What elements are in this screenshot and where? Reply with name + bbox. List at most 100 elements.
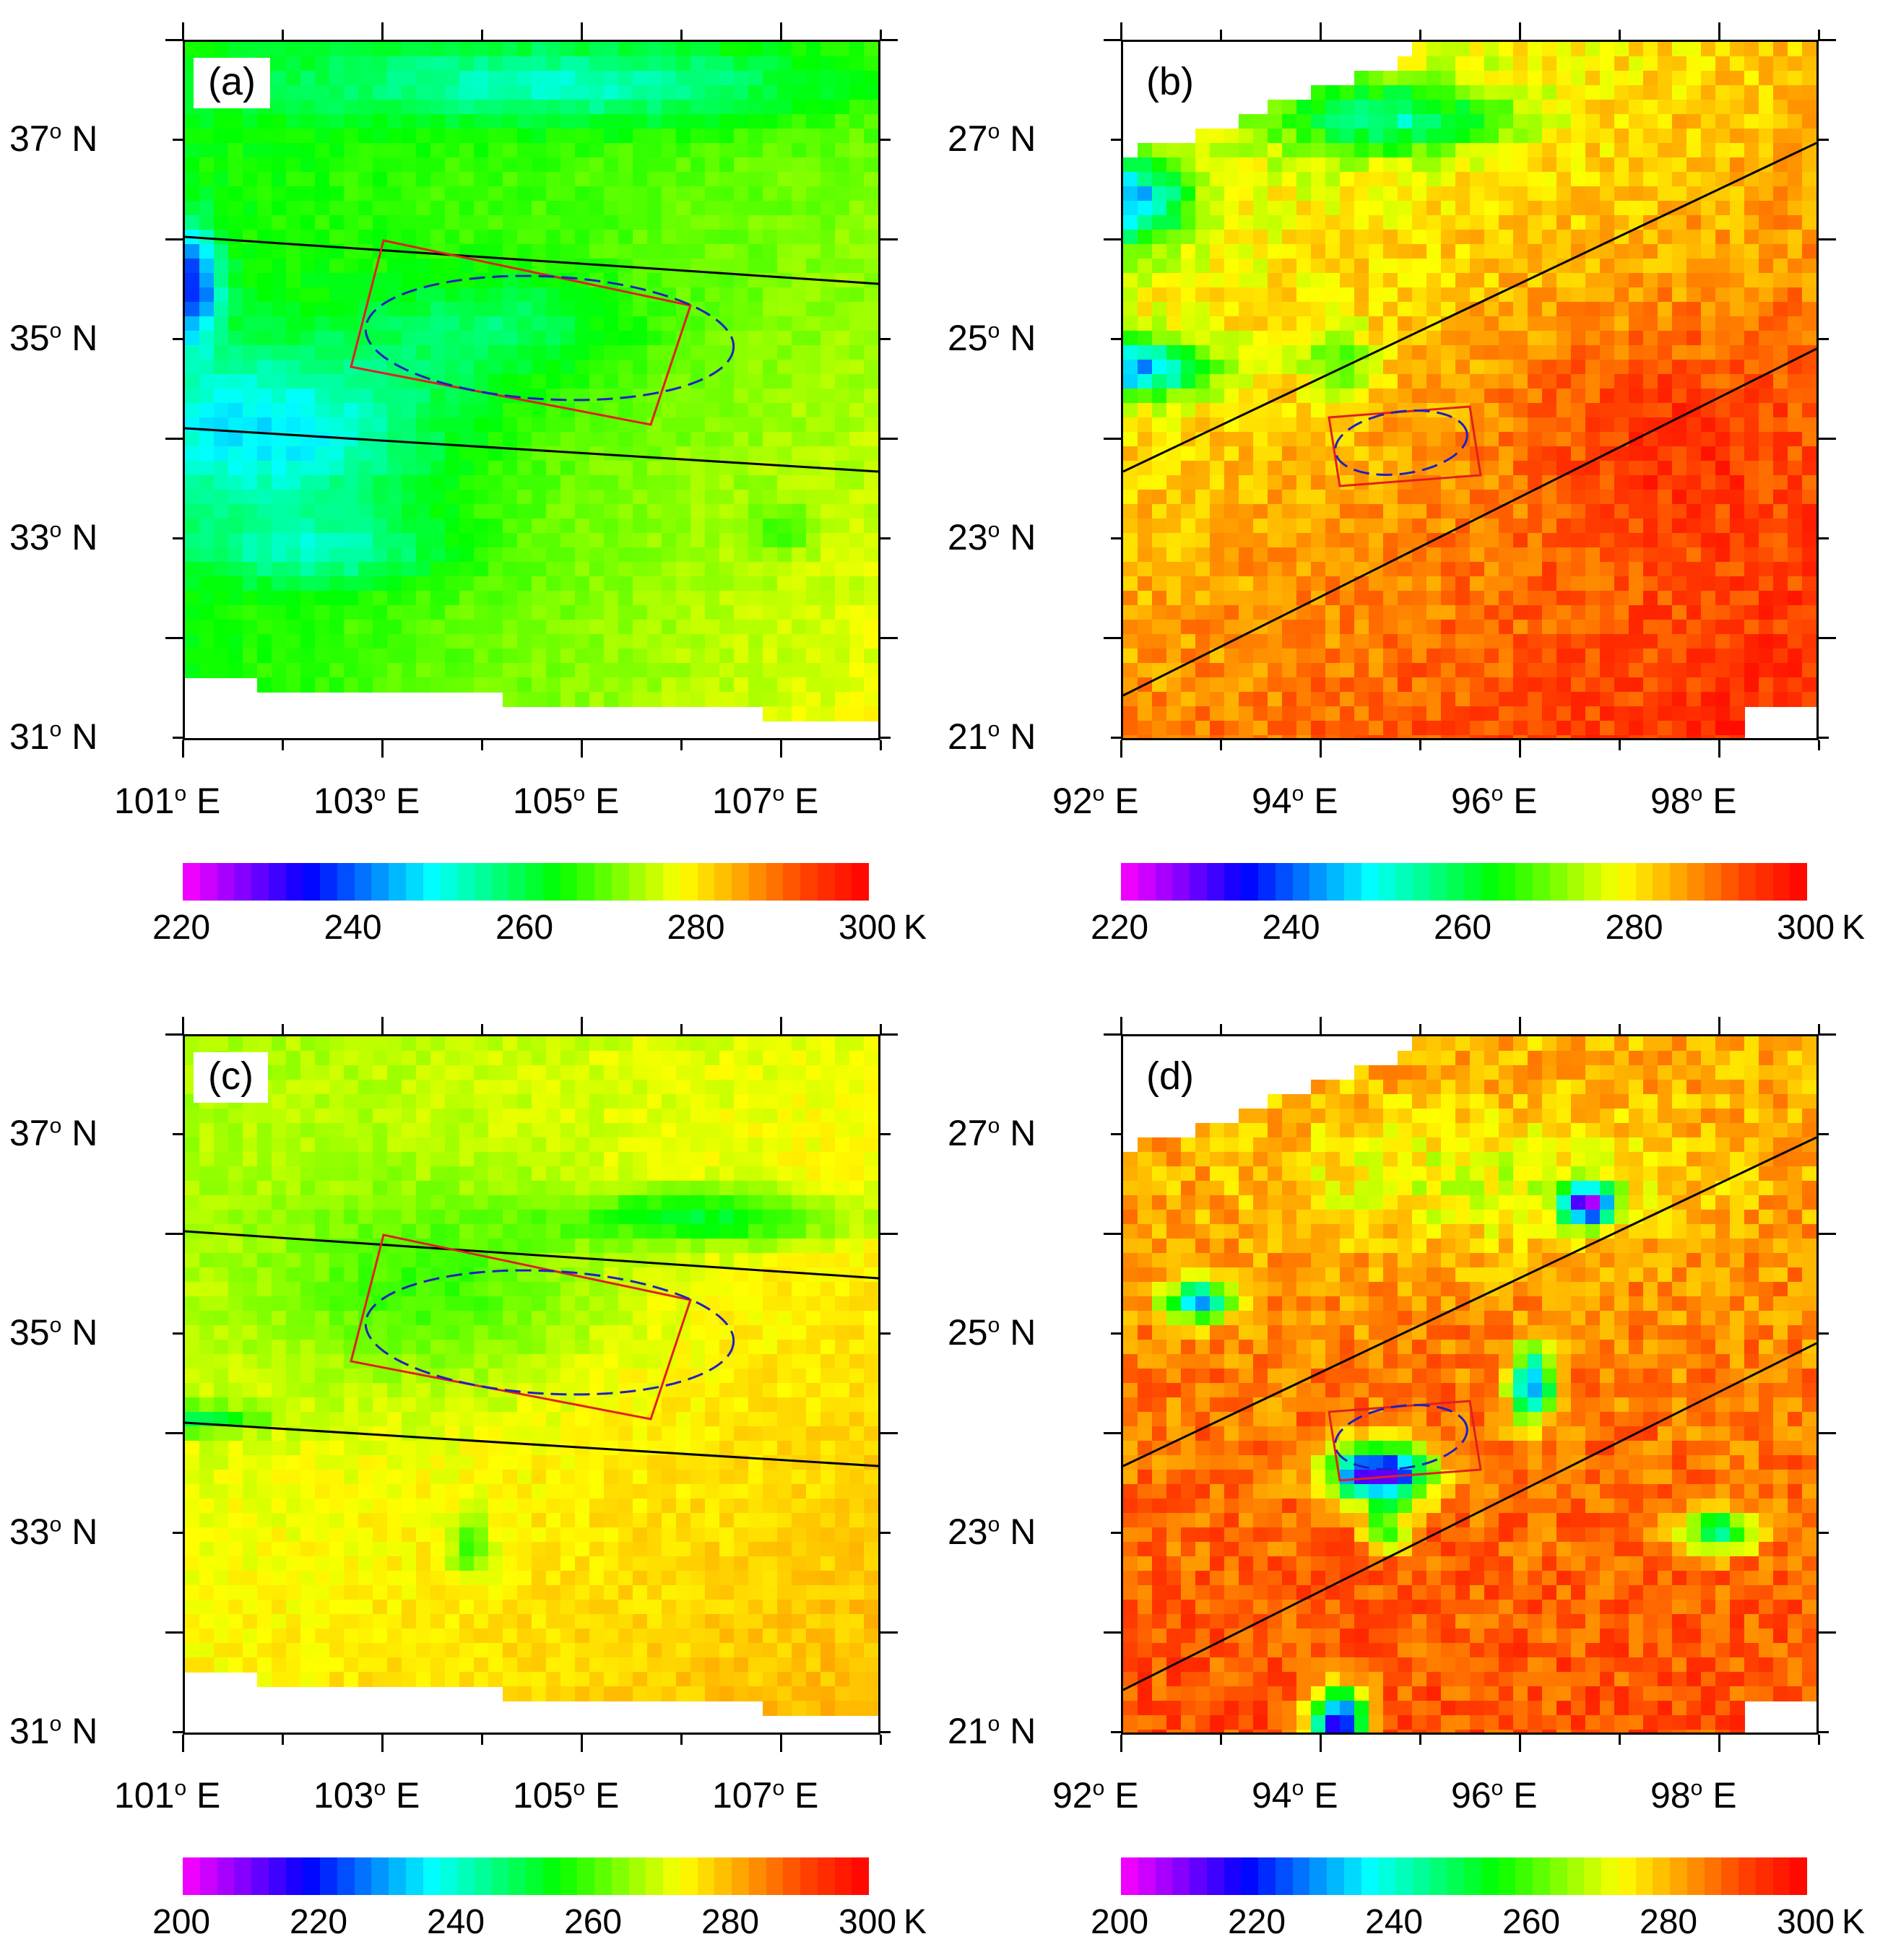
colorbar-segment — [852, 863, 869, 901]
colorbar-segment — [371, 863, 389, 901]
axis-tick — [1818, 1024, 1820, 1034]
axis-tick — [1111, 338, 1121, 340]
colorbar-segment — [834, 1857, 852, 1895]
axis-tick — [880, 740, 882, 750]
colorbar-segment — [1206, 863, 1224, 901]
axis-tick — [880, 737, 891, 739]
colorbar-segment — [234, 1857, 251, 1895]
axis-tick — [780, 1735, 782, 1752]
axis-tick — [880, 537, 891, 539]
axis-tick — [1120, 1735, 1122, 1752]
axis-tick — [880, 1631, 898, 1634]
colorbar-segment — [1601, 1857, 1619, 1895]
panel-label-b: (b) — [1132, 58, 1208, 108]
axis-tick — [581, 1017, 583, 1034]
axis-tick — [182, 740, 184, 758]
axis-tick — [880, 1133, 891, 1135]
axis-tick — [880, 1024, 882, 1034]
colorbar-segment — [560, 1857, 578, 1895]
colorbar-unit: K — [904, 909, 927, 947]
target-ellipse — [364, 274, 735, 402]
longitude-tick-label: 96o E — [1451, 1775, 1538, 1816]
colorbar-segment — [1567, 863, 1585, 901]
colorbar-segment — [1309, 863, 1327, 901]
colorbar-segment — [423, 1857, 441, 1895]
axis-tick — [1120, 1017, 1122, 1034]
panel-a: (a) 220 240 260 280 300 K 37o N 35o N 33o N 31o … — [0, 0, 944, 980]
colorbar-tick-label: 200 — [1091, 1903, 1149, 1941]
colorbar-segment — [1721, 863, 1738, 901]
target-rectangle — [350, 239, 692, 426]
axis-tick — [381, 1735, 384, 1752]
axis-tick — [1818, 740, 1820, 750]
axis-tick — [1419, 1735, 1421, 1745]
colorbar-segment — [1635, 1857, 1653, 1895]
colorbar-segment — [1343, 1857, 1361, 1895]
colorbar-segment — [1670, 1857, 1687, 1895]
axis-tick — [165, 1631, 183, 1634]
colorbar-segment — [1395, 863, 1413, 901]
colorbar-gradient — [1121, 1857, 1807, 1895]
axis-tick — [1111, 1731, 1121, 1733]
colorbar-segment — [680, 863, 698, 901]
axis-tick — [780, 740, 782, 758]
colorbar-segment — [1498, 1857, 1516, 1895]
colorbar-tick-label: 220 — [1228, 1903, 1286, 1941]
colorbar-segment — [199, 1857, 217, 1895]
colorbar-segment — [1224, 863, 1242, 901]
axis-tick — [165, 1432, 183, 1434]
longitude-tick-label: 94o E — [1252, 781, 1338, 821]
swath-edge-line — [185, 1421, 878, 1467]
colorbar-segment — [1481, 1857, 1499, 1895]
colorbar-segment — [1790, 1857, 1807, 1895]
axis-tick — [1220, 1735, 1222, 1745]
axis-tick — [1104, 438, 1121, 440]
colorbar-tick-label: 280 — [1605, 909, 1663, 947]
colorbar-segment — [1275, 863, 1293, 901]
colorbar-segment — [783, 1857, 800, 1895]
colorbar-segment — [337, 1857, 355, 1895]
map-b — [1121, 40, 1819, 740]
axis-tick — [680, 1024, 683, 1034]
colorbar-c: 200 220 240 260 280 300 K — [152, 1857, 927, 1941]
colorbar-segment — [1190, 863, 1207, 901]
colorbar-unit: K — [1842, 909, 1866, 947]
colorbar-segment — [697, 863, 715, 901]
axis-tick — [1104, 1233, 1121, 1235]
colorbar-segment — [663, 1857, 680, 1895]
colorbar-tick-label: 280 — [667, 909, 725, 947]
axis-tick — [173, 1731, 183, 1733]
target-rectangle — [350, 1233, 692, 1421]
colorbar-tick-label: 220 — [152, 909, 211, 947]
swath-edge-line — [1123, 1342, 1816, 1691]
colorbar-segment — [526, 1857, 543, 1895]
latitude-tick-label: 37o N — [9, 118, 98, 159]
colorbar-gradient — [183, 1857, 869, 1895]
colorbar-tick-label: 280 — [701, 1903, 760, 1941]
axis-tick — [1419, 740, 1421, 750]
colorbar-tick-label: 300 — [1777, 909, 1835, 947]
colorbar-segment — [491, 863, 509, 901]
colorbar-segment — [611, 863, 629, 901]
axis-tick — [880, 1233, 898, 1235]
longitude-tick-label: 101o E — [114, 1775, 221, 1816]
colorbar-segment — [354, 1857, 372, 1895]
colorbar-segment — [440, 863, 457, 901]
colorbar-segment — [1361, 863, 1379, 901]
colorbar-segment — [1790, 863, 1807, 901]
colorbar-segment — [1172, 1857, 1190, 1895]
colorbar-segment — [732, 863, 749, 901]
colorbar-segment — [1601, 863, 1619, 901]
colorbar-segment — [1292, 863, 1310, 901]
colorbar-tick-label: 260 — [1502, 1903, 1561, 1941]
axis-tick — [381, 1017, 384, 1034]
latitude-tick-label: 31o N — [9, 716, 98, 757]
axis-tick — [880, 1033, 898, 1036]
axis-tick — [1819, 438, 1836, 440]
axis-tick — [1819, 1731, 1829, 1733]
swath-edge-line — [1123, 142, 1816, 473]
colorbar-tick-label: 300 — [839, 909, 897, 947]
axis-tick — [1519, 740, 1521, 758]
colorbar-gradient — [1121, 863, 1807, 901]
axis-tick — [880, 637, 898, 639]
